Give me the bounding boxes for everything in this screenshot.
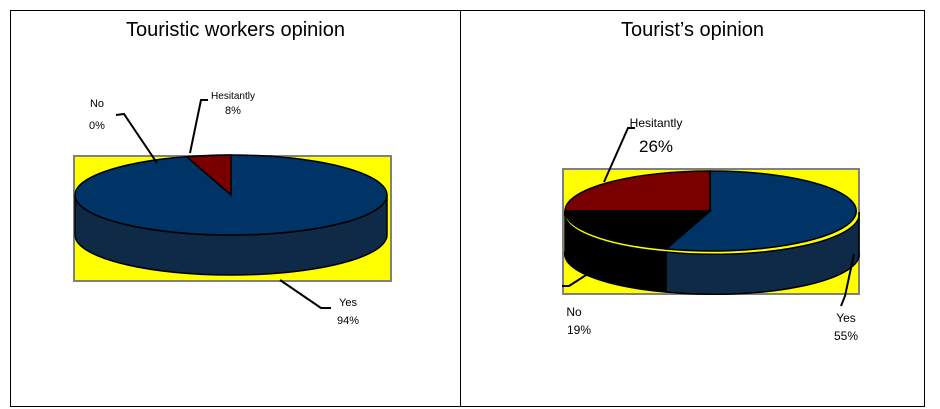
slice-value-yes: 94%	[337, 315, 359, 327]
leader-line-hesitantly	[603, 127, 635, 183]
pie-side-blue	[665, 211, 860, 296]
slice-value-hesitantly: 26%	[639, 137, 673, 156]
slice-label-no: No	[566, 305, 582, 319]
charts-table: Touristic workers opinion No 0% Hesitant…	[10, 10, 925, 408]
slice-value-yes: 55%	[834, 329, 858, 343]
pie-slice-yes	[664, 170, 857, 252]
slice-label-hesitantly: Hesitantly	[630, 116, 683, 130]
pie-slice-hesitantly	[185, 154, 232, 197]
slice-label-hesitantly: Hesitantly	[211, 91, 255, 102]
chart-cell-tourists: Tourist’s opinion Hesitantly 26% No 19% …	[460, 10, 925, 407]
pie-slice-hesitantly	[564, 170, 711, 212]
leader-line-no	[562, 269, 595, 287]
pie-slice-no	[564, 210, 713, 250]
leader-line-hesitantly	[189, 99, 208, 154]
slice-label-no: No	[90, 98, 104, 110]
leader-line-yes	[840, 253, 855, 307]
leader-line-no	[115, 112, 158, 164]
slice-label-yes: Yes	[339, 297, 357, 309]
slice-value-hesitantly: 8%	[225, 105, 241, 117]
slice-value-no: 19%	[567, 323, 591, 337]
slice-label-yes: Yes	[836, 311, 856, 325]
leader-line-yes	[279, 279, 331, 309]
slice-value-no: 0%	[89, 120, 105, 132]
pie-chart-workers: No 0% Hesitantly 8% Yes 94%	[73, 91, 392, 327]
chart-title: Tourist’s opinion	[620, 19, 765, 41]
pie-chart-tourists: Hesitantly 26% No 19% Yes 55%	[562, 116, 860, 343]
chart-title: Touristic workers opinion	[126, 19, 345, 41]
chart-cell-workers: Touristic workers opinion No 0% Hesitant…	[10, 10, 461, 407]
